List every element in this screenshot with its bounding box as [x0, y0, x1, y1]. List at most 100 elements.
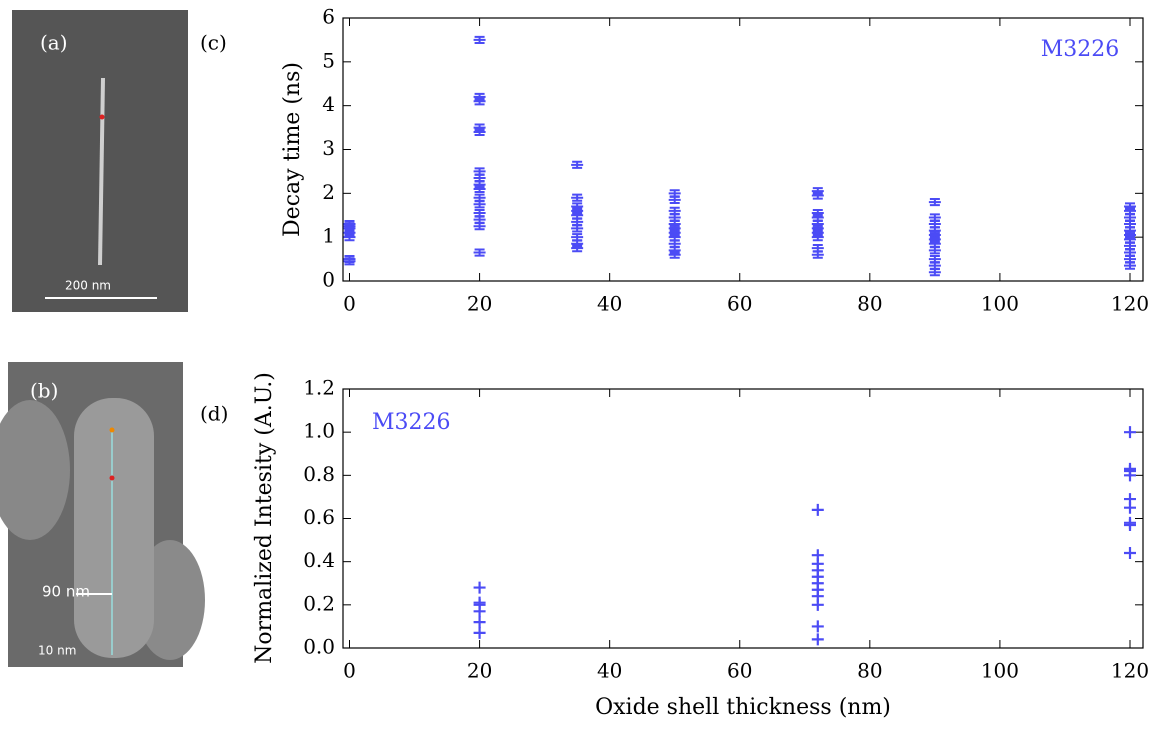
error-point — [668, 213, 681, 222]
x-tick-label: 20 — [467, 292, 492, 316]
error-point — [1123, 248, 1136, 257]
plot-frame — [342, 17, 1144, 282]
y-tick-label: 0.4 — [303, 548, 335, 572]
error-point — [571, 202, 584, 211]
background-shape — [0, 400, 70, 540]
error-point — [473, 248, 486, 257]
width-label: 90 nm — [42, 583, 90, 601]
panel-label: (c) — [200, 31, 227, 55]
error-point — [571, 217, 584, 226]
error-point — [473, 222, 486, 231]
error-point — [1123, 213, 1136, 222]
error-point — [571, 233, 584, 242]
nanowire — [98, 77, 105, 266]
error-point — [473, 167, 486, 176]
nanowire — [74, 398, 154, 658]
point — [1123, 516, 1136, 529]
point — [811, 620, 824, 633]
error-point — [668, 206, 681, 215]
point — [1123, 426, 1136, 439]
sem-image-b: 90 nm 10 nm (b) — [0, 362, 205, 667]
error-point — [1123, 255, 1136, 264]
y-tick-label: 4 — [322, 92, 335, 116]
error-point — [571, 193, 584, 202]
x-tick-label: 120 — [1111, 659, 1149, 683]
error-point — [473, 200, 486, 209]
y-tick-label: 1.2 — [303, 376, 335, 400]
y-tick-label: 0.2 — [303, 591, 335, 615]
x-tick-label: 40 — [597, 659, 622, 683]
x-tick-label: 0 — [343, 292, 356, 316]
point — [811, 549, 824, 562]
error-point — [1123, 219, 1136, 229]
error-point — [571, 224, 584, 233]
error-point — [811, 219, 824, 229]
x-tick-label: 80 — [857, 659, 882, 683]
error-point — [668, 195, 681, 204]
error-point — [811, 250, 824, 259]
error-point — [473, 180, 486, 189]
y-tick-label: 6 — [322, 5, 335, 29]
plot-frame — [342, 388, 1144, 649]
x-axis-label: Oxide shell thickness (nm) — [595, 695, 891, 720]
y-axis-label: Normalized Intesity (A.U.) — [252, 372, 277, 664]
y-tick-label: 5 — [322, 48, 335, 72]
x-tick-label: 20 — [467, 659, 492, 683]
error-point — [473, 92, 486, 101]
y-tick-label: 3 — [322, 136, 335, 160]
point — [811, 503, 824, 516]
annotation: M3226 — [1041, 37, 1120, 62]
y-tick-label: 2 — [322, 180, 335, 204]
error-point — [668, 189, 681, 198]
error-point — [668, 246, 681, 255]
marker-dot — [109, 475, 115, 481]
y-axis-label: Decay time (ns) — [280, 62, 305, 237]
error-point — [928, 255, 941, 264]
point — [473, 596, 486, 609]
point — [1123, 462, 1136, 475]
error-point — [1123, 261, 1136, 270]
point — [473, 616, 486, 629]
error-point — [928, 261, 941, 270]
error-point — [473, 208, 486, 218]
y-tick-label: 0 — [322, 268, 335, 292]
y-tick-label: 0.0 — [303, 635, 335, 659]
x-tick-label: 0 — [343, 659, 356, 683]
x-tick-label: 100 — [981, 292, 1019, 316]
error-point — [811, 208, 824, 218]
error-point — [928, 213, 941, 222]
error-point — [811, 187, 824, 196]
error-point — [928, 198, 941, 207]
scale-label: 200 nm — [65, 279, 111, 293]
sem-image-a: 200 nm (a) — [12, 10, 188, 312]
error-point — [928, 268, 941, 277]
x-tick-label: 60 — [727, 659, 752, 683]
error-point — [1123, 226, 1136, 235]
point — [473, 581, 486, 594]
annotation: M3226 — [372, 410, 451, 435]
point — [811, 633, 824, 646]
error-point — [571, 160, 584, 169]
point — [1123, 547, 1136, 560]
panel-label: (a) — [40, 31, 68, 55]
error-point — [811, 244, 824, 253]
marker-dot — [109, 427, 115, 433]
error-point — [1123, 241, 1136, 251]
point — [1123, 493, 1136, 506]
x-tick-label: 100 — [981, 659, 1019, 683]
error-point — [343, 255, 356, 264]
panel-label: (d) — [200, 402, 228, 426]
error-point — [571, 239, 584, 248]
error-point — [473, 173, 486, 183]
error-point — [473, 35, 486, 44]
error-point — [473, 215, 486, 224]
error-point — [473, 193, 486, 202]
marker-dot — [99, 114, 105, 120]
point — [473, 626, 486, 639]
error-point — [343, 219, 356, 229]
error-point — [1123, 202, 1136, 211]
panel-label: (b) — [30, 379, 58, 403]
x-tick-label: 120 — [1111, 292, 1149, 316]
y-tick-label: 0.8 — [303, 462, 335, 486]
